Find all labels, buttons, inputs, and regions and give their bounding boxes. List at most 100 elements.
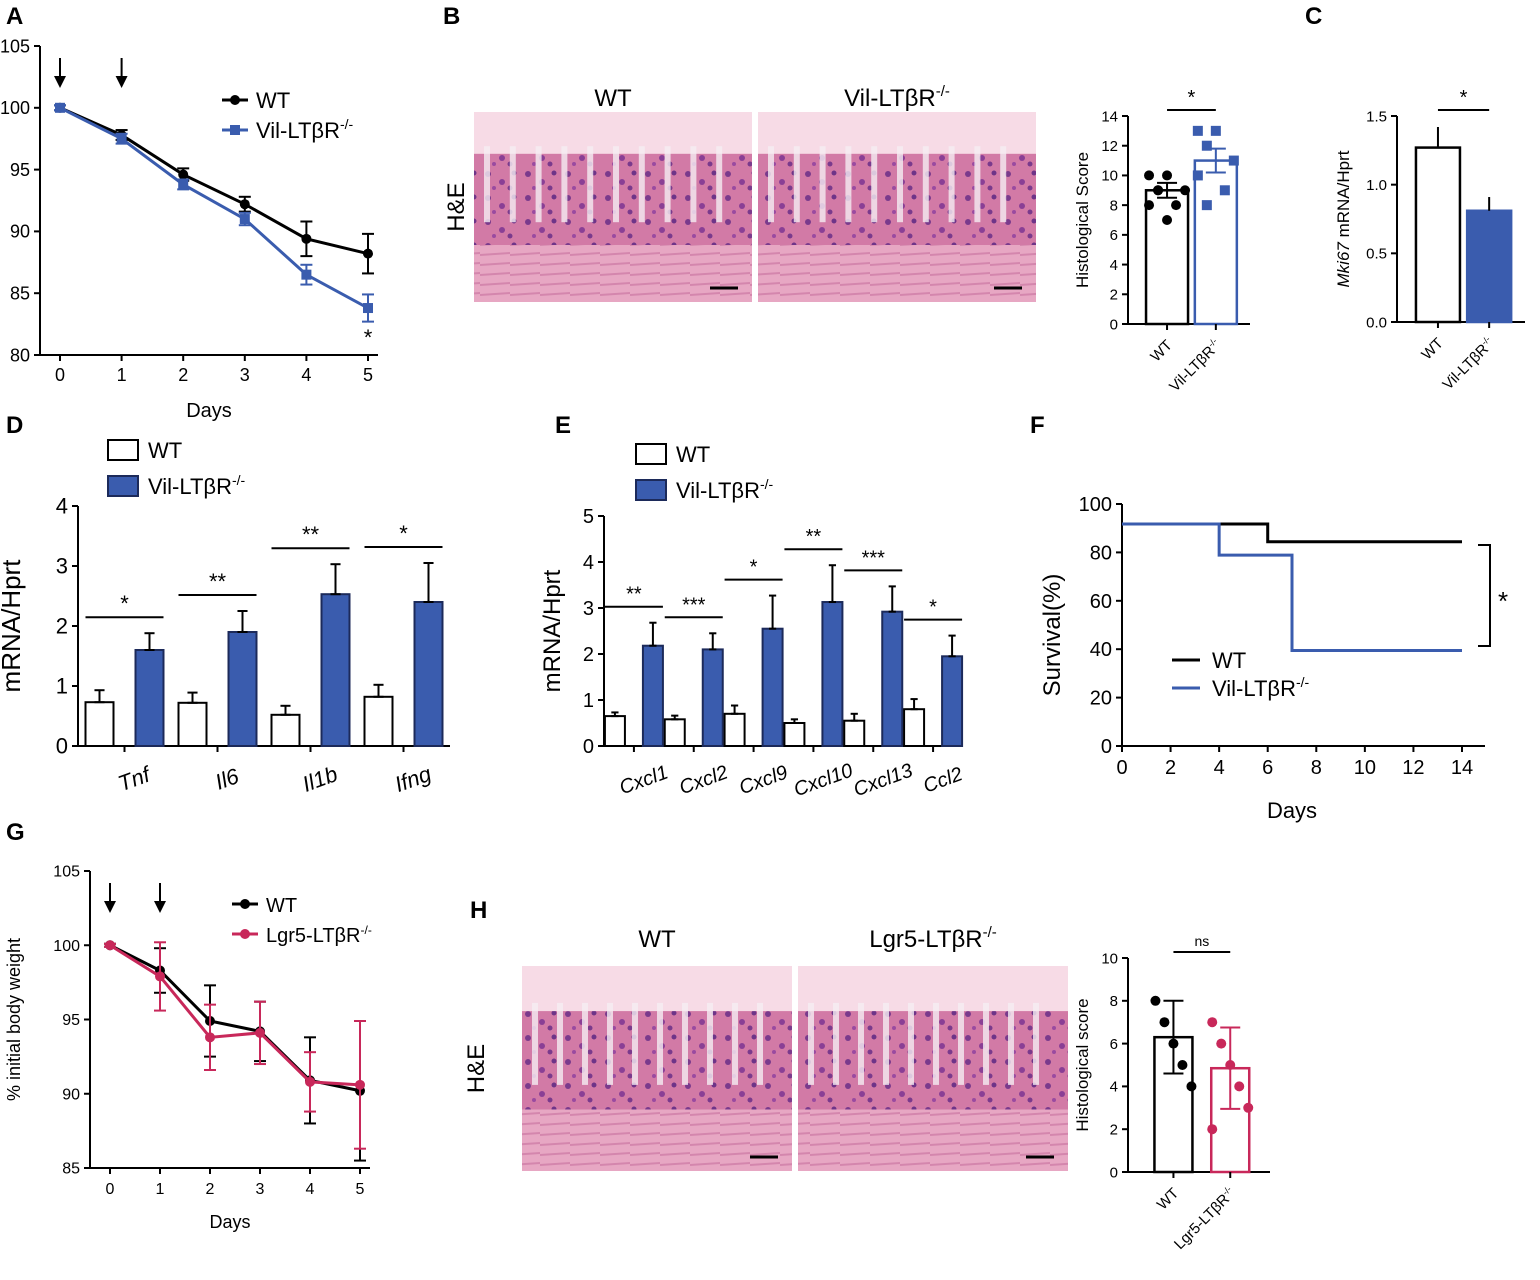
pE-y-tick-label: 3 (583, 598, 594, 620)
pG-legend-marker (240, 899, 250, 909)
pG-series-1-point (155, 971, 165, 982)
pHimg-stain-label: H&E (463, 1044, 490, 1093)
pBbar-bar (1193, 159, 1239, 326)
pD-bar-1 (134, 649, 165, 747)
pD-x-tick-label: Il1b (299, 761, 341, 797)
pF-y-label: Survival(%) (1039, 574, 1066, 697)
pD-y-tick-label: 3 (56, 554, 68, 579)
pHimg-image-label-sup: -/- (983, 924, 997, 941)
pD-legend-label: Vil-LTβR-/- (148, 472, 246, 499)
pBbar-bar (1144, 189, 1190, 326)
pBbar-point (1192, 125, 1203, 136)
pHimg-image-lumen (958, 1002, 964, 1085)
pG-y-label: % initial body weight (4, 938, 24, 1101)
pA-y-tick-label: 90 (10, 222, 30, 242)
pHimg-image-lumen (707, 1002, 713, 1085)
pE-y-tick-label: 2 (583, 644, 594, 666)
pHimg-image-lumen (682, 1002, 688, 1085)
pG-series-1-point (305, 1076, 315, 1087)
pBimg-image-lumen (768, 146, 774, 223)
pF-y-tick-label: 100 (1079, 494, 1112, 516)
pA-x-tick-label: 0 (55, 365, 65, 385)
pHbar-x-tick-label: Lgr5-LTβR-/- (1170, 1184, 1239, 1253)
pA-x-tick-label: 2 (178, 365, 188, 385)
pG-arrow-head (104, 901, 116, 913)
panel-d-bar-chart: 0 1 2 3 4 * Tnf ** Il6 ** Il1b * Ifng mRNA/Hprt WT Vil-… (0, 438, 450, 797)
pBimg-image-lumen (1000, 146, 1007, 223)
pF-legend-label: WT (1212, 648, 1246, 673)
pBimg-image-lumen (587, 146, 594, 223)
pBbar-y-tick-label: 14 (1101, 108, 1118, 125)
pE-legend-label: Vil-LTβR-/- (676, 476, 774, 503)
pA-series-1-line (59, 106, 369, 310)
pBimg-image-label: Vil-LTβR-/- (844, 83, 950, 112)
pE-y-tick-label: 1 (583, 690, 594, 712)
pBbar-point (1219, 185, 1230, 196)
pHbar-y-tick-label: 0 (1110, 1164, 1118, 1181)
pBimg-image-lumen (664, 146, 671, 223)
pHbar-y-label: Histological score (1073, 998, 1092, 1131)
pHbar-y-tick-label: 4 (1110, 1079, 1118, 1096)
pA-y-tick-label: 85 (10, 284, 30, 304)
pHimg-image-lumen (582, 1002, 588, 1085)
pHimg-image-lumen (833, 1002, 839, 1085)
pE-legend-label: WT (676, 442, 710, 467)
pG-x-tick-label: 5 (356, 1181, 365, 1198)
pHimg-image-lumen (908, 1002, 914, 1085)
pG-y-tick-label: 90 (62, 1086, 80, 1103)
pHimg-image-label: WT (638, 926, 676, 953)
pE-sig-label: * (750, 557, 758, 579)
pF-y-tick-label: 80 (1090, 542, 1112, 564)
pBbar-point (1171, 200, 1182, 211)
pHbar-x-tick-label: WT (1154, 1185, 1183, 1214)
pD-bar-1 (320, 593, 351, 748)
pA-series-1-point (178, 179, 189, 190)
pHbar-point (1207, 1017, 1218, 1028)
pHbar-y-tick-label: 2 (1110, 1121, 1118, 1138)
pF-sig-bracket (1478, 544, 1491, 647)
pBimg-image-lumen (690, 146, 697, 223)
pE-sig-label: *** (682, 594, 706, 616)
panel-f-survival-chart: 0 20 40 60 80 100 0 2 4 6 8 10 12 14 Days Survival(%) WT… (1039, 494, 1508, 823)
pA-series-1-point (116, 133, 127, 144)
pF-x-tick-label: 10 (1354, 757, 1376, 779)
pE-legend-label-sup: -/- (760, 476, 774, 492)
pC-y-tick-label: 1.5 (1366, 108, 1387, 125)
pHimg-image-label: Lgr5-LTβR-/- (869, 924, 997, 953)
panel-e-bar-chart: 0 1 2 3 4 5 ** Cxcl1 *** Cxcl2 * Cxcl9 ** Cxcl10 *** Cx… (539, 442, 966, 801)
pA-x-tick-label: 4 (301, 365, 311, 385)
pD-bar-1 (227, 631, 258, 747)
pD-sig-label: ** (302, 522, 320, 547)
pE-bar-0 (783, 722, 806, 747)
pG-legend-label-sup: -/- (361, 923, 372, 937)
pE-sig-label: ** (806, 526, 822, 548)
pE-x-tick-label: Ccl2 (920, 763, 965, 797)
pA-legend-label-sup: -/- (340, 116, 354, 132)
pF-y-tick-label: 20 (1090, 688, 1112, 710)
pF-y-tick-label: 40 (1090, 639, 1112, 661)
pG-series-1-point (105, 940, 115, 951)
pA-x-tick-label: 3 (240, 365, 250, 385)
pE-y-tick-label: 0 (583, 736, 594, 758)
pE-bar-1 (941, 655, 964, 747)
pC-x-tick-label: Vil-LTβR-/- (1439, 334, 1498, 393)
pA-series-0-point (363, 248, 373, 259)
pHimg-image-lumen (983, 1002, 989, 1085)
pBimg-image-lumen (974, 146, 981, 223)
pBbar-y-tick-label: 0 (1110, 316, 1118, 333)
pBimg-image-0 (474, 112, 752, 302)
pHimg-image-lumen (732, 1002, 738, 1085)
pHimg-image-lumen (808, 1002, 814, 1085)
pHbar-point (1168, 1038, 1179, 1049)
pE-sig-label: * (929, 597, 937, 619)
pG-series-1-point (205, 1032, 215, 1043)
pBbar-y-label: Histological Score (1073, 152, 1092, 288)
pBbar-x-tick-label-sup: -/- (1206, 336, 1219, 349)
pF-x-label: Days (1267, 798, 1317, 823)
pE-x-tick-label: Cxcl1 (617, 761, 672, 799)
pD-sig-label: * (399, 521, 408, 546)
pBimg-image-label-sup: -/- (936, 83, 950, 100)
